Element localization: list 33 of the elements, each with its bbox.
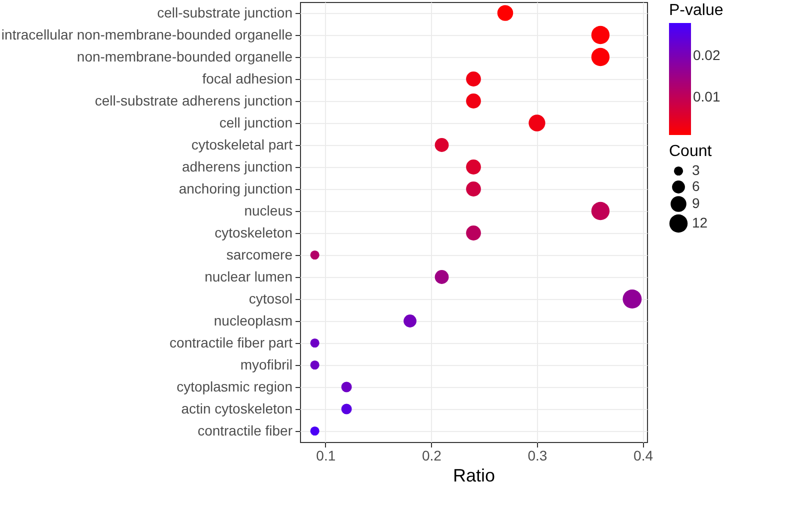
color-bar-label: 0.02	[693, 47, 720, 64]
legend-label: 12	[692, 214, 708, 230]
y-tick-label: cytoskeleton	[214, 224, 292, 240]
legend-title: Count	[669, 143, 712, 160]
y-tick-label: cytoskeletal part	[191, 136, 293, 152]
y-tick-label: actin cytoskeleton	[181, 400, 292, 416]
x-tick-label: 0.1	[316, 448, 336, 464]
y-tick-label: nucleoplasm	[214, 312, 292, 328]
color-bar-title: P-value	[669, 2, 724, 19]
y-tick-label: cell junction	[219, 114, 292, 130]
x-tick-label: 0.3	[528, 448, 548, 464]
y-tick-label: contractile fiber	[198, 422, 293, 438]
y-tick-label: sarcomere	[226, 246, 293, 262]
y-tick-label: adherens junction	[182, 158, 292, 174]
x-axis-title: Ratio	[452, 466, 496, 486]
y-tick-label: myofibril	[240, 356, 292, 372]
y-tick-label: cell-substrate adherens junction	[94, 92, 292, 108]
y-tick-label: focal adhesion	[202, 70, 292, 86]
legend-label: 3	[692, 162, 700, 178]
x-tick-label: 0.2	[422, 448, 442, 464]
y-tick-label: intracellular non-membrane-bounded organelle	[1, 26, 293, 42]
y-tick-label: cytosol	[248, 290, 292, 306]
legend-label: 6	[692, 178, 700, 194]
x-tick-label: 0.4	[634, 448, 654, 464]
y-tick-label: anchoring junction	[178, 180, 292, 196]
y-tick-label: cytoplasmic region	[176, 378, 292, 394]
y-tick-label: nucleus	[244, 202, 292, 218]
y-tick-label: non-membrane-bounded organelle	[76, 48, 293, 64]
legend-label: 9	[692, 195, 700, 211]
color-bar-label: 0.01	[693, 88, 720, 105]
y-tick-label: nuclear lumen	[204, 268, 292, 284]
y-tick-label: cell-substrate junction	[157, 4, 292, 20]
y-tick-label: contractile fiber part	[170, 334, 293, 350]
